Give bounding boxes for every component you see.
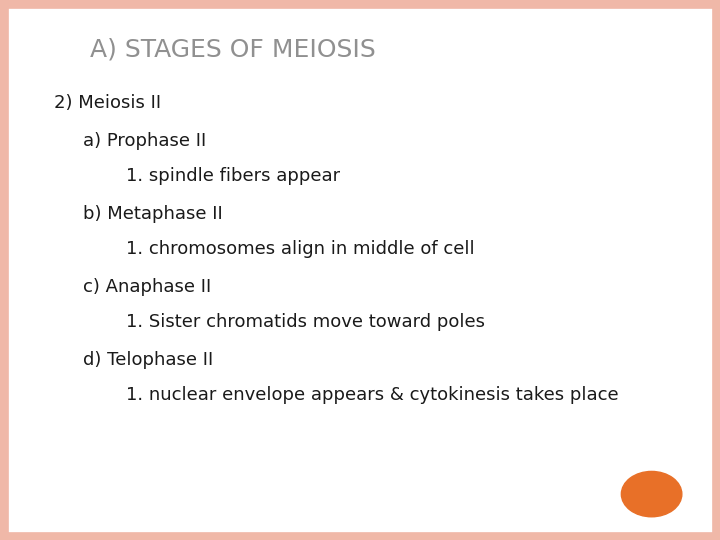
Circle shape: [621, 471, 682, 517]
Text: 1. spindle fibers appear: 1. spindle fibers appear: [126, 167, 340, 185]
Text: 2) Meiosis II: 2) Meiosis II: [54, 94, 161, 112]
Text: d) Telophase II: d) Telophase II: [83, 351, 213, 369]
Text: 1. chromosomes align in middle of cell: 1. chromosomes align in middle of cell: [126, 240, 474, 258]
Text: a) Prophase II: a) Prophase II: [83, 132, 206, 150]
Text: c) Anaphase II: c) Anaphase II: [83, 278, 211, 296]
Text: b) Metaphase II: b) Metaphase II: [83, 205, 222, 223]
Text: 1. nuclear envelope appears & cytokinesis takes place: 1. nuclear envelope appears & cytokinesi…: [126, 386, 618, 404]
Text: A) STAGES OF MEIOSIS: A) STAGES OF MEIOSIS: [90, 38, 376, 62]
Text: 1. Sister chromatids move toward poles: 1. Sister chromatids move toward poles: [126, 313, 485, 331]
